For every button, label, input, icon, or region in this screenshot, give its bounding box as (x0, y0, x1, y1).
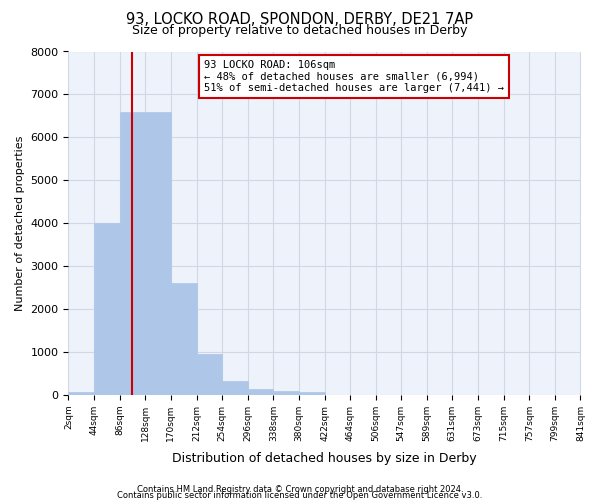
Text: 93, LOCKO ROAD, SPONDON, DERBY, DE21 7AP: 93, LOCKO ROAD, SPONDON, DERBY, DE21 7AP (127, 12, 473, 28)
Text: 93 LOCKO ROAD: 106sqm
← 48% of detached houses are smaller (6,994)
51% of semi-d: 93 LOCKO ROAD: 106sqm ← 48% of detached … (204, 60, 504, 94)
Bar (145, 112, 171, 395)
Text: Contains HM Land Registry data © Crown copyright and database right 2024.: Contains HM Land Registry data © Crown c… (137, 484, 463, 494)
X-axis label: Distribution of detached houses by size in Derby: Distribution of detached houses by size … (172, 452, 477, 465)
Bar (299, 392, 325, 395)
Text: Contains public sector information licensed under the Open Government Licence v3: Contains public sector information licen… (118, 490, 482, 500)
Text: Size of property relative to detached houses in Derby: Size of property relative to detached ho… (133, 24, 467, 37)
Bar (68, 392, 94, 395)
Bar (119, 112, 145, 395)
Bar (197, 354, 222, 395)
Bar (274, 390, 299, 395)
Bar (222, 381, 248, 395)
Bar (94, 223, 119, 395)
Bar (171, 283, 197, 395)
Bar (248, 389, 274, 395)
Y-axis label: Number of detached properties: Number of detached properties (15, 136, 25, 311)
